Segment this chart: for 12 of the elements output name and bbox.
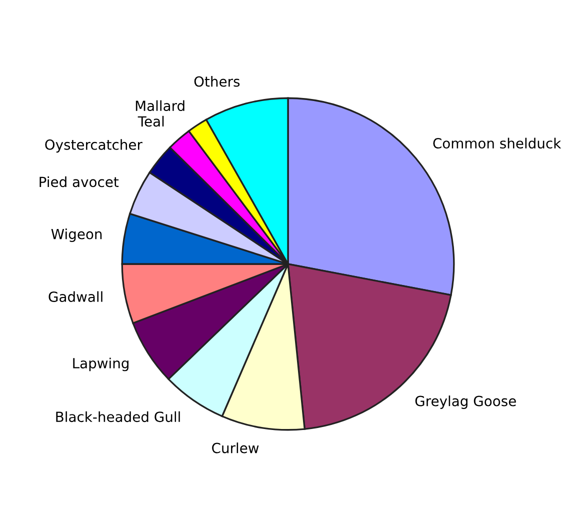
slice-label: Pied avocet <box>40 176 119 188</box>
slice-label: Mallard <box>136 100 184 112</box>
slice-label: Curlew <box>212 442 259 454</box>
slice-label: Teal <box>138 116 164 127</box>
slice-label: Oystercatcher <box>45 139 142 153</box>
slice-label: Lapwing <box>73 358 128 372</box>
slice-label: Greylag Goose <box>415 396 516 409</box>
slice-label: Gadwall <box>48 291 102 302</box>
slice-label: Common shelduck <box>433 138 562 149</box>
slice-label: Wigeon <box>51 228 102 242</box>
slice-label: Others <box>194 76 240 87</box>
slice-label: Black-headed Gull <box>56 411 180 422</box>
